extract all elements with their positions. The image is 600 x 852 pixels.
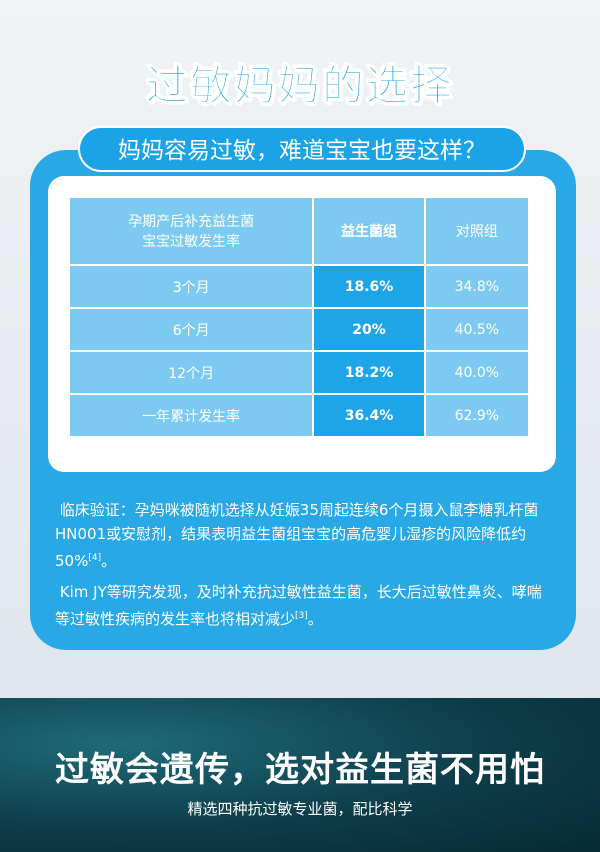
table-row: 12个月 18.2% 40.0% <box>67 350 531 395</box>
header-cell: 对照组 <box>423 196 531 266</box>
title: 过敏妈妈的选择 <box>145 61 454 111</box>
note-end: 。 <box>307 610 323 628</box>
header-cell: 孕期产后补充益生菌 宝宝过敏发生率 <box>67 196 315 266</box>
table-row: 3个月 18.6% 34.8% <box>67 264 531 309</box>
footer-background <box>0 698 600 852</box>
note: Kim JY等研究发现，及时补充抗过敏性益生菌，长大后过敏性鼻炎、哮喘等过敏性疾… <box>55 580 555 631</box>
table-cell: 36.4% <box>312 393 426 438</box>
table-cell: 3个月 <box>67 264 315 309</box>
note-text: 临床验证：孕妈咪被随机选择从妊娠35周起连续6个月摄入鼠李糖乳杆菌HN001或安… <box>55 501 539 570</box>
table: 孕期产后补充益生菌 宝宝过敏发生率 益生菌组 对照组 3个月 18.6% 34.8% 6个月… <box>67 196 531 438</box>
note-ref: [3] <box>295 611 308 621</box>
table-header-row: 孕期产后补充益生菌 宝宝过敏发生率 益生菌组 对照组 <box>67 196 531 266</box>
note-ref: [4] <box>88 553 102 563</box>
table-cell: 6个月 <box>67 307 315 352</box>
note-text: Kim JY等研究发现，及时补充抗过敏性益生菌，长大后过敏性鼻炎、哮喘等过敏性疾… <box>55 583 542 628</box>
table-cell: 一年累计发生率 <box>67 393 315 438</box>
table-row: 一年累计发生率 36.4% 62.9% <box>67 393 531 438</box>
footer-subtitle: 精选四种抗过敏专业菌，配比科学 <box>187 800 413 818</box>
table-cell: 20% <box>312 307 426 352</box>
table-cell: 12个月 <box>67 350 315 395</box>
table-cell: 40.5% <box>423 307 531 352</box>
table-row: 6个月 20% 40.5% <box>67 307 531 352</box>
footer-title: 过敏会遗传，选对益生菌不用怕 <box>55 750 545 790</box>
table-cell: 18.2% <box>312 350 426 395</box>
table-cell: 34.8% <box>423 264 531 309</box>
subtitle-banner: 妈妈容易过敏，难道宝宝也要这样？ <box>78 126 526 172</box>
table-cell: 40.0% <box>423 350 531 395</box>
note-end: 。 <box>101 552 117 570</box>
table-cell: 18.6% <box>312 264 426 309</box>
table-cell: 62.9% <box>423 393 531 438</box>
note: 临床验证：孕妈咪被随机选择从妊娠35周起连续6个月摄入鼠李糖乳杆菌HN001或安… <box>55 498 555 573</box>
header-cell: 益生菌组 <box>312 196 426 266</box>
